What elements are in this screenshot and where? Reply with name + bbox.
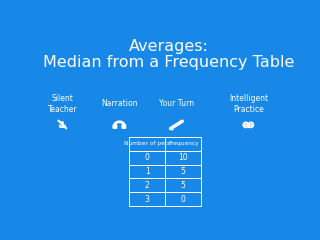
- Text: 10: 10: [179, 153, 188, 162]
- Text: 0: 0: [181, 195, 186, 204]
- Bar: [129, 179, 165, 192]
- Text: Silent
Teacher: Silent Teacher: [47, 94, 77, 114]
- Text: 0: 0: [145, 153, 150, 162]
- Text: 2: 2: [145, 181, 150, 190]
- Text: 5: 5: [181, 181, 186, 190]
- Bar: [129, 192, 165, 206]
- Text: 3: 3: [145, 195, 150, 204]
- FancyBboxPatch shape: [121, 124, 126, 129]
- Text: 1: 1: [145, 167, 150, 176]
- Text: Practice: Practice: [6, 193, 11, 215]
- Bar: [129, 137, 165, 151]
- Text: Intelligent
Practice: Intelligent Practice: [229, 94, 268, 114]
- Text: Number of pets: Number of pets: [124, 141, 170, 146]
- Ellipse shape: [61, 121, 64, 125]
- Text: Median from a Frequency Table: Median from a Frequency Table: [43, 55, 295, 71]
- Text: Averages:: Averages:: [129, 39, 209, 54]
- Text: Frequency: Frequency: [168, 141, 198, 146]
- Text: Narration: Narration: [101, 99, 138, 108]
- Bar: [165, 137, 201, 151]
- Text: Your Turn: Your Turn: [159, 99, 194, 108]
- Bar: [165, 165, 201, 179]
- Bar: [129, 165, 165, 179]
- Bar: [129, 151, 165, 165]
- FancyBboxPatch shape: [112, 124, 117, 129]
- Bar: [165, 151, 201, 165]
- Bar: [165, 179, 201, 192]
- Bar: [165, 192, 201, 206]
- Text: 5: 5: [181, 167, 186, 176]
